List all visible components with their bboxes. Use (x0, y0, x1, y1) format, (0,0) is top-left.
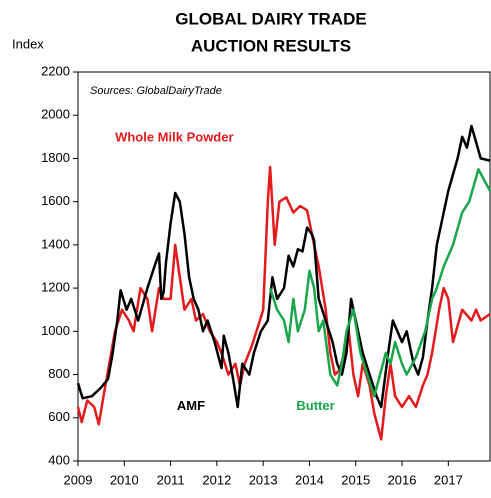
y-tick-label: 2200 (41, 63, 70, 78)
chart-title: GLOBAL DAIRY TRADE (175, 9, 366, 28)
x-tick-label: 2012 (202, 472, 231, 487)
x-tick-label: 2009 (64, 472, 93, 487)
series-line (76, 124, 491, 409)
x-tick-label: 2014 (295, 472, 324, 487)
series-label: Butter (296, 398, 334, 413)
y-tick-label: 1400 (41, 236, 70, 251)
x-tick-label: 2010 (110, 472, 139, 487)
x-tick-label: 2013 (249, 472, 278, 487)
y-tick-label: 1000 (41, 323, 70, 338)
x-tick-label: 2011 (157, 472, 185, 487)
y-tick-label: 600 (48, 409, 70, 424)
plot-frame (77, 71, 491, 462)
y-tick-label: 1200 (41, 280, 70, 295)
y-tick-label: 1800 (41, 150, 70, 165)
series-line (76, 165, 491, 441)
series-line (268, 168, 491, 398)
y-tick-label: 1600 (41, 193, 70, 208)
annotation: Sources: GlobalDairyTrade (90, 85, 222, 97)
y-axis-label: Index (12, 36, 44, 51)
series-label: Whole Milk Powder (115, 130, 233, 145)
y-tick-label: 2000 (41, 107, 70, 122)
series-label: AMF (177, 398, 205, 413)
chart-title: AUCTION RESULTS (191, 36, 351, 55)
x-tick-label: 2016 (388, 472, 417, 487)
x-tick-label: 2017 (434, 472, 463, 487)
y-tick-label: 400 (48, 452, 70, 467)
y-tick-label: 800 (48, 366, 70, 381)
x-tick-label: 2015 (341, 472, 370, 487)
